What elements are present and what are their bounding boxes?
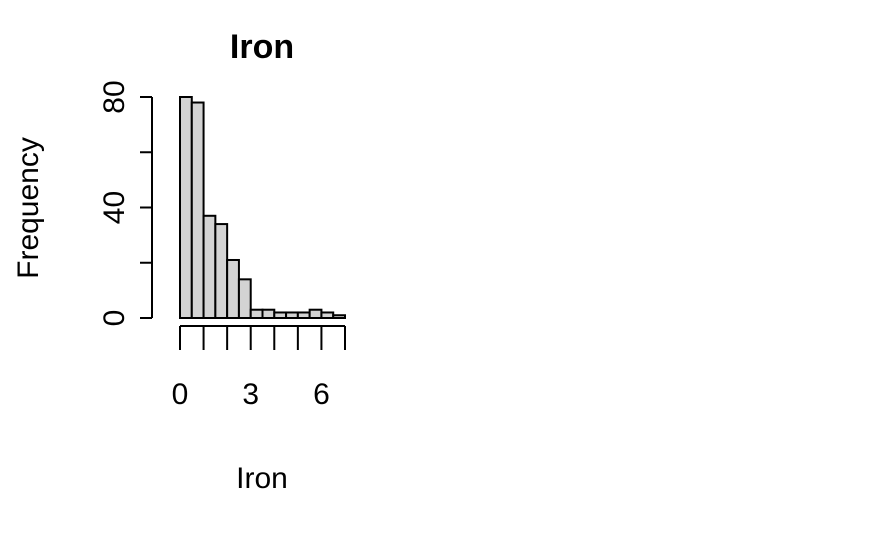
histogram-bar [261,308,276,319]
histogram-bar [296,311,311,320]
histogram-bar [320,311,335,320]
bars-group [179,96,347,320]
histogram-bar [179,96,193,319]
y-axis-label: Frequency [12,137,45,279]
histogram-bar [202,214,217,320]
histogram-bar [226,258,240,319]
x-tick-label: 6 [313,378,330,411]
histogram-bar [273,311,288,320]
y-axis: 0 40 80 [98,80,153,327]
y-tick-label: 0 [98,310,131,327]
histogram-bar [332,314,347,319]
chart-title: Iron [230,28,294,66]
histogram-bar [190,101,205,320]
histogram-bar [249,308,264,319]
x-tick-label: 0 [172,378,189,411]
histogram-bar [285,311,299,320]
histogram-bar [237,278,252,320]
x-tick-label: 3 [242,378,259,411]
histogram-bar [214,223,229,319]
y-tick-label: 40 [98,191,131,224]
x-axis: 0 3 6 [172,325,346,411]
histogram-bar [308,308,323,319]
x-axis-label: Iron [236,462,288,495]
y-tick-label: 80 [98,80,131,113]
